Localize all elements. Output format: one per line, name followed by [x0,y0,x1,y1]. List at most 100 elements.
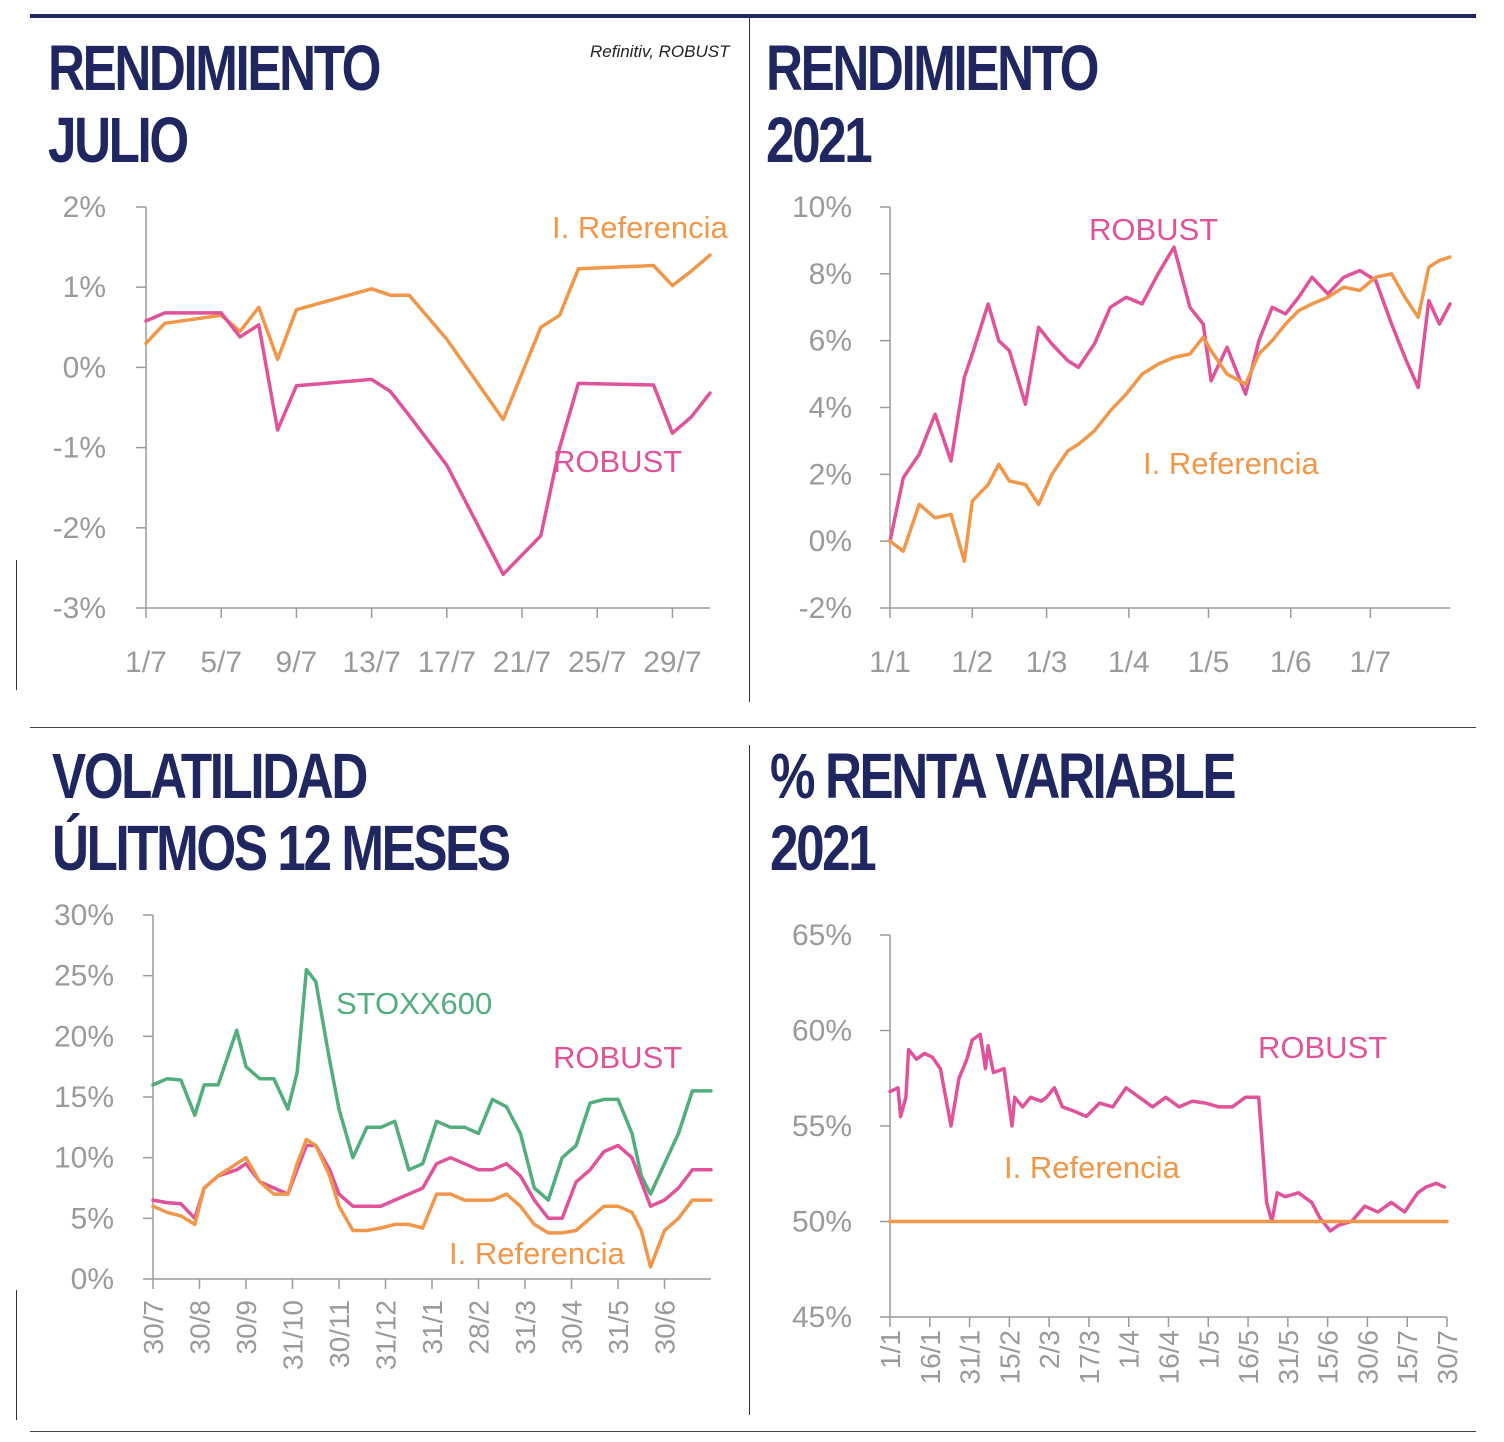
series-line-robust [888,1032,1447,1233]
y-tick-label: 2% [63,191,106,224]
x-tick-label: 21/7 [493,646,551,679]
x-tick-label: 31/5 [1273,1330,1304,1385]
series-line-robust [144,311,712,577]
y-tick-label: 5% [71,1202,114,1235]
x-tick-label: 31/12 [371,1300,402,1370]
y-tick-label: 65% [792,919,852,952]
x-tick-label: 15/2 [994,1330,1025,1385]
series-line-referencia [144,253,712,422]
x-tick-label: 1/5 [1193,1330,1224,1369]
panel-title-line: VOLATILIDAD [52,740,368,812]
x-tick-label: 1/6 [1270,646,1312,679]
panel-title-line: ÚLITMOS 12 MESES [52,812,511,884]
panel-title-line: RENDIMIENTO [48,32,381,104]
vertical-divider-bottom [749,745,750,1415]
x-tick-label: 9/7 [276,646,318,679]
y-tick-label: 60% [792,1015,852,1048]
bottom-rule [30,1431,1476,1432]
source-note: Refinitiv, ROBUST [590,42,730,61]
y-tick-label: 1% [63,271,106,304]
x-tick-label: 5/7 [200,646,242,679]
y-tick-label: 10% [792,191,852,224]
x-tick-label: 17/7 [418,646,476,679]
y-tick-label: 20% [54,1020,114,1053]
y-tick-label: 0% [63,351,106,384]
x-tick-label: 31/1 [955,1330,986,1385]
series-label-stoxx: STOXX600 [336,986,492,1021]
x-tick-label: 1/5 [1188,646,1230,679]
series-line-stoxx [151,967,713,1202]
x-tick-label: 31/10 [278,1300,309,1370]
series-line-referencia [888,255,1452,563]
series-label-referencia: I. Referencia [449,1236,626,1271]
x-tick-label: 30/9 [231,1300,262,1355]
left-edge-bottom [16,1290,17,1420]
series-line-referencia [151,1137,713,1269]
x-tick-label: 1/7 [1350,646,1392,679]
x-tick-label: 30/7 [138,1300,169,1355]
y-tick-label: -3% [53,592,106,625]
panel-title-2021: RENDIMIENTO 2021 [766,32,1099,176]
series-line-robust [888,245,1452,543]
y-tick-label: 50% [792,1206,852,1239]
x-tick-label: 16/4 [1154,1330,1185,1385]
x-tick-label: 30/7 [1432,1330,1463,1385]
y-tick-label: -2% [799,592,852,625]
x-tick-label: 16/1 [915,1330,946,1385]
x-tick-label: 31/3 [510,1300,541,1355]
series-label-robust: ROBUST [1258,1030,1387,1065]
vertical-divider-top [749,18,750,702]
x-tick-label: 1/4 [1108,646,1150,679]
x-tick-label: 1/1 [875,1330,906,1369]
y-tick-label: 10% [54,1142,114,1175]
series-label-robust: ROBUST [1089,212,1218,247]
x-tick-label: 30/11 [324,1300,355,1368]
x-tick-label: 15/6 [1313,1330,1344,1385]
x-tick-label: 30/6 [650,1300,681,1355]
y-tick-label: 15% [54,1081,114,1114]
y-tick-label: 45% [792,1301,852,1334]
x-tick-label: 13/7 [342,646,400,679]
y-tick-label: 55% [792,1110,852,1143]
x-tick-label: 1/3 [1026,646,1068,679]
left-edge-top [16,560,17,690]
x-tick-label: 31/5 [603,1300,634,1355]
x-tick-label: 15/7 [1392,1330,1423,1385]
panel-title-line: 2021 [770,812,877,884]
panel-title-line: RENDIMIENTO [766,32,1099,104]
x-tick-label: 28/2 [464,1300,495,1355]
x-tick-label: 25/7 [568,646,626,679]
y-tick-label: 6% [809,325,852,358]
panel-title-line: % RENTA VARIABLE [770,740,1237,812]
series-label-referencia: I. Referencia [1143,446,1320,481]
x-tick-label: 30/8 [185,1300,216,1355]
x-tick-label: 1/2 [951,646,993,679]
y-tick-label: 4% [809,392,852,425]
x-tick-label: 29/7 [643,646,701,679]
top-rule [30,14,1476,18]
series-label-referencia: I. Referencia [1004,1150,1181,1185]
y-tick-label: 8% [809,258,852,291]
panel-title-julio: RENDIMIENTO JULIO [48,32,381,176]
panel-title-volatilidad: VOLATILIDAD ÚLITMOS 12 MESES [52,740,511,884]
x-tick-label: 2/3 [1034,1330,1065,1369]
x-tick-label: 30/4 [557,1300,588,1355]
y-tick-label: -1% [53,432,106,465]
x-tick-label: 16/5 [1233,1330,1264,1385]
series-label-referencia: I. Referencia [552,210,729,245]
middle-rule [30,727,1476,728]
x-tick-label: 1/4 [1114,1330,1145,1369]
y-tick-label: 25% [54,960,114,993]
y-tick-label: -2% [53,512,106,545]
y-tick-label: 0% [71,1263,114,1296]
x-tick-label: 17/3 [1074,1330,1105,1385]
x-tick-label: 31/1 [417,1300,448,1355]
panel-title-renta-variable: % RENTA VARIABLE 2021 [770,740,1237,884]
series-label-robust: ROBUST [553,1040,682,1075]
x-tick-label: 1/1 [869,646,911,679]
x-tick-label: 1/7 [125,646,167,679]
panel-title-line: JULIO [48,104,189,176]
x-tick-label: 30/6 [1352,1330,1383,1385]
panel-title-line: 2021 [766,104,873,176]
